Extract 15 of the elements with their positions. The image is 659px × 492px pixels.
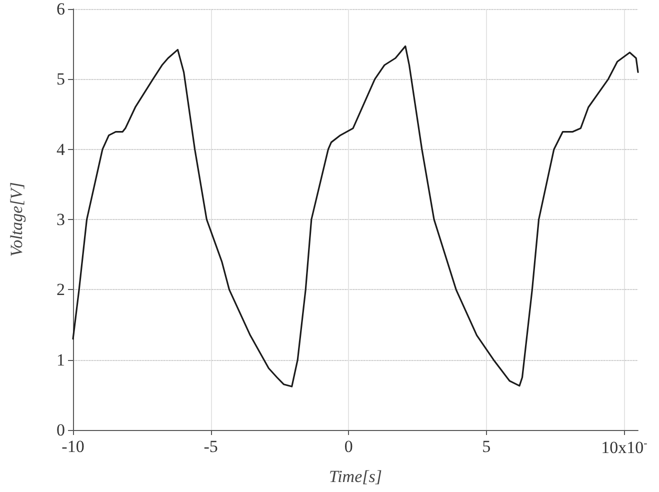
y-tick-label: 1 [56, 350, 65, 370]
y-tick-label: 5 [56, 70, 65, 89]
x-tick-label: 5 [482, 437, 491, 456]
y-tick-label: 3 [56, 210, 65, 229]
y-tick-label: 6 [56, 0, 65, 18]
x-tick-label: -10 [62, 437, 84, 456]
x-axis-title: Time[s] [329, 467, 382, 486]
x-tick-label: 10x10- [601, 438, 648, 457]
y-tick-label: 4 [56, 140, 66, 159]
x-tick-label: -5 [204, 437, 218, 456]
y-tick-label: 0 [56, 420, 65, 440]
x-tick-label: 0 [344, 437, 353, 456]
y-tick-label: 2 [56, 280, 65, 300]
y-axis-title: Voltage[V] [7, 182, 26, 257]
line-series [72, 45, 639, 388]
